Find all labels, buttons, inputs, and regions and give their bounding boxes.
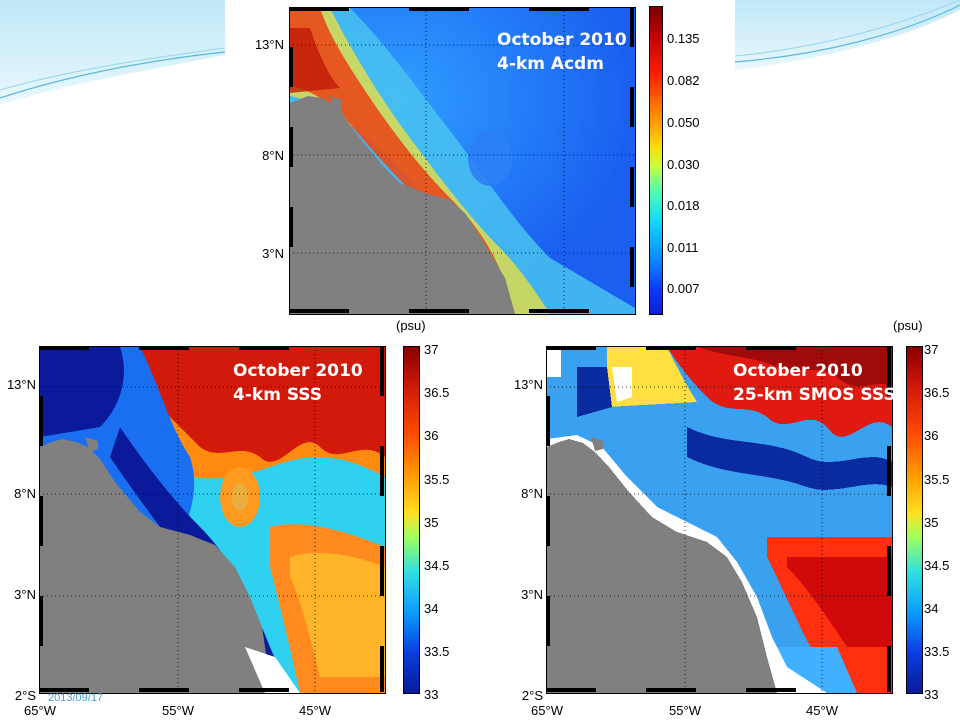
sss-4km-cb-label: 35 [424, 515, 439, 530]
lat-label-2s: 2°S [521, 688, 543, 703]
lat-label-13n: 13°N [254, 37, 284, 52]
acdm-title-overlay: October 2010 4-km Acdm [497, 28, 627, 76]
smos-subtitle: 25-km SMOS SSS [733, 385, 896, 405]
lat-label-8n: 8°N [14, 486, 36, 501]
sss-4km-cb-label: 37 [424, 342, 439, 357]
sss-4km-map [39, 346, 386, 694]
sss-4km-cb-label: 33.5 [424, 644, 450, 659]
sss-4km-cb-label: 34.5 [424, 558, 450, 573]
lat-label-3n: 3°N [262, 246, 284, 261]
sss-4km-title-overlay: October 2010 4-km SSS [233, 359, 363, 407]
acdm-cb-label: 0.082 [667, 73, 700, 88]
acdm-colorbar [649, 6, 663, 315]
slide-date: 2013/09/17 [48, 692, 104, 704]
smos-cb-label: 37 [924, 342, 939, 357]
sss-4km-unit: (psu) [396, 318, 426, 333]
acdm-cb-label: 0.050 [667, 115, 700, 130]
acdm-map [289, 7, 636, 315]
acdm-title: October 2010 [497, 30, 627, 50]
lat-label-2s: 2°S [14, 688, 36, 703]
sss-4km-cb-label: 36 [424, 428, 439, 443]
lat-label-13n: 13°N [6, 377, 36, 392]
lat-label-3n: 3°N [14, 587, 36, 602]
smos-cb-label: 34 [924, 601, 939, 616]
smos-cb-label: 36.5 [924, 385, 950, 400]
header-wave-decoration [0, 0, 960, 105]
sss-4km-title: October 2010 [233, 361, 363, 381]
acdm-cb-label: 0.030 [667, 157, 700, 172]
sss-4km-colorbar [403, 346, 420, 694]
sss-4km-subtitle: 4-km SSS [233, 385, 323, 405]
smos-title: October 2010 [733, 361, 863, 381]
smos-map [546, 346, 893, 694]
acdm-cb-label: 0.135 [667, 31, 700, 46]
acdm-subtitle: 4-km Acdm [497, 54, 604, 74]
smos-cb-label: 36 [924, 428, 939, 443]
smos-cb-label: 34.5 [924, 558, 950, 573]
lat-label-13n: 13°N [513, 377, 543, 392]
lon-label-45w: 45°W [299, 703, 331, 718]
acdm-cb-label: 0.018 [667, 198, 700, 213]
lon-label-65w: 65°W [531, 703, 563, 718]
sss-4km-cb-label: 34 [424, 601, 439, 616]
lat-label-8n: 8°N [521, 486, 543, 501]
smos-title-overlay: October 2010 25-km SMOS SSS [733, 359, 896, 407]
acdm-cb-label: 0.011 [667, 240, 699, 255]
sss-4km-cb-label: 33 [424, 687, 439, 702]
lon-label-55w: 55°W [669, 703, 701, 718]
lat-label-3n: 3°N [521, 587, 543, 602]
acdm-cb-label: 0.007 [667, 281, 700, 296]
smos-cb-label: 35 [924, 515, 939, 530]
smos-colorbar [906, 346, 923, 694]
lon-label-65w: 65°W [24, 703, 56, 718]
smos-unit: (psu) [893, 318, 923, 333]
smos-cb-label: 33 [924, 687, 939, 702]
sss-4km-cb-label: 35.5 [424, 472, 450, 487]
lat-label-8n: 8°N [262, 148, 284, 163]
smos-cb-label: 35.5 [924, 472, 950, 487]
smos-cb-label: 33.5 [924, 644, 950, 659]
sss-4km-cb-label: 36.5 [424, 385, 450, 400]
lon-label-55w: 55°W [162, 703, 194, 718]
lon-label-45w: 45°W [806, 703, 838, 718]
